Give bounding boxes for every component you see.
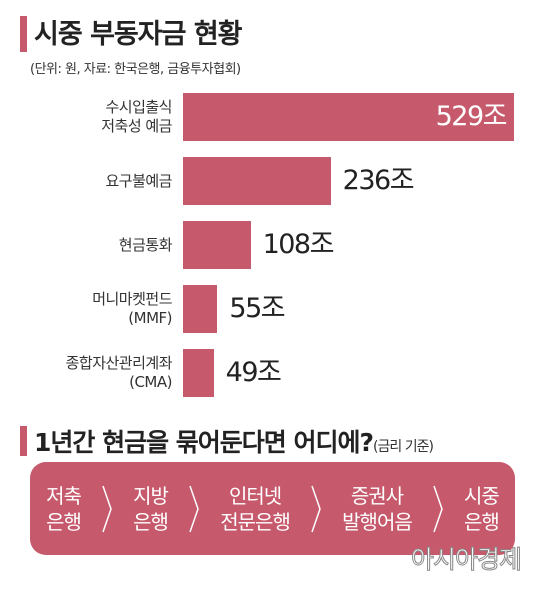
section-title-text: 1년간 현금을 묶어둔다면 어디에?	[34, 428, 374, 457]
chevron-line	[311, 485, 321, 532]
section-title: 1년간 현금을 묶어둔다면 어디에?(금리 기준)	[34, 423, 434, 459]
ranking-item: 저축 은행	[46, 483, 82, 534]
watermark: 아시아경제	[410, 545, 522, 575]
ranking-item: 지방 은행	[133, 483, 169, 534]
bar	[183, 93, 514, 141]
bar	[183, 349, 214, 397]
section-accent	[20, 426, 27, 456]
category-label: 머니마켓펀드 (MMF)	[92, 290, 172, 327]
ranking-item: 증권사 발행어음	[342, 483, 413, 534]
value-label: 108조	[262, 229, 335, 260]
value-label: 236조	[342, 165, 415, 196]
ranking-item: 시중 은행	[464, 483, 500, 534]
chevron	[433, 485, 443, 532]
bar	[183, 157, 331, 205]
bar	[183, 285, 218, 333]
category-label: 요구불예금	[105, 171, 172, 190]
chart-title: 시중 부동자금 현황	[34, 19, 243, 50]
chevron-line	[433, 485, 443, 532]
value-label: 55조	[229, 293, 285, 324]
chevron	[102, 485, 112, 532]
ranking-box: 저축 은행 지방 은행 인터넷 전문은행 증권사 발행어음 시중 은행	[30, 462, 515, 555]
chevron-line	[189, 485, 199, 532]
chevron	[189, 485, 199, 532]
ranking-item: 인터넷 전문은행	[220, 483, 291, 534]
chart-subtitle: (단위: 원, 자료: 한국은행, 금융투자협회)	[30, 62, 241, 77]
bar	[183, 221, 251, 269]
chevron	[311, 485, 321, 532]
section-note: (금리 기준)	[373, 439, 434, 455]
value-label: 529조	[435, 101, 508, 132]
value-label: 49조	[225, 357, 282, 388]
category-label: 종합자산관리계좌 (CMA)	[65, 354, 173, 391]
chevron-line	[102, 485, 112, 532]
category-label: 수시입출식 저축성 예금	[101, 98, 172, 135]
category-label: 현금통화	[118, 235, 173, 254]
title-accent	[20, 16, 27, 52]
